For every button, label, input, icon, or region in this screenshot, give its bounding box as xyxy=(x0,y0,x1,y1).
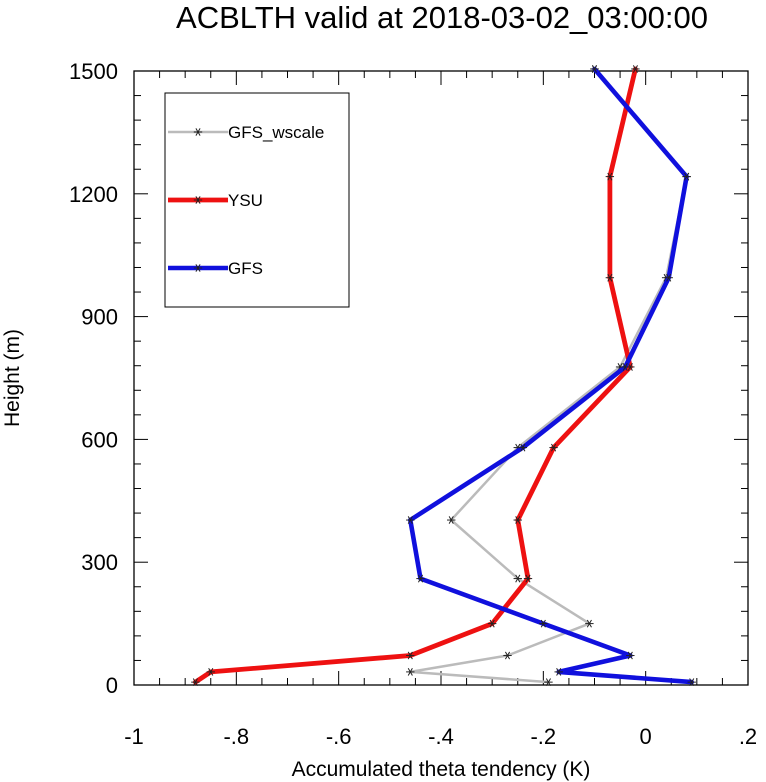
series-layer xyxy=(191,65,696,687)
marker-stroke xyxy=(632,65,638,73)
x-tick-label: -.8 xyxy=(223,724,249,749)
marker-stroke xyxy=(627,651,633,660)
marker-stroke xyxy=(607,172,613,181)
marker-stroke xyxy=(684,172,690,181)
data-point xyxy=(513,574,522,583)
marker-stroke xyxy=(515,574,521,583)
data-point xyxy=(487,619,497,628)
data-point xyxy=(206,668,215,676)
marker-stroke xyxy=(591,65,598,73)
data-point xyxy=(539,619,548,628)
marker-stroke xyxy=(540,619,546,628)
data-point xyxy=(590,65,599,73)
x-axis-label: Accumulated theta tendency (K) xyxy=(292,758,591,781)
marker-stroke xyxy=(208,668,214,676)
x-tick-label: .2 xyxy=(739,724,757,749)
axis-ticks: -1 -.8 -.6 -.4 -.2 0 .2 0 300 600 900 1200 1500 xyxy=(69,59,757,749)
data-point xyxy=(406,668,415,676)
data-point xyxy=(416,574,425,583)
y-tick-label: 0 xyxy=(106,673,118,698)
marker-stroke xyxy=(556,668,562,676)
legend-item-ysu: YSU xyxy=(168,191,263,210)
data-point xyxy=(549,443,558,452)
legend-item-gfs: GFS xyxy=(168,259,263,278)
data-point xyxy=(605,172,615,181)
data-point xyxy=(503,651,512,660)
data-point xyxy=(682,172,691,181)
x-tick-label: 0 xyxy=(640,724,652,749)
marker-stroke xyxy=(489,619,495,628)
legend-label: GFS_wscale xyxy=(228,123,324,142)
y-tick-label: 1500 xyxy=(69,59,118,84)
series-gfs xyxy=(406,65,696,687)
marker-stroke xyxy=(520,443,526,452)
series-ysu xyxy=(191,65,640,687)
x-tick-label: -.4 xyxy=(428,724,454,749)
data-point xyxy=(191,678,200,687)
data-point xyxy=(523,574,533,583)
legend-label: YSU xyxy=(228,191,263,210)
y-tick-label: 900 xyxy=(81,305,118,330)
series-gfs-wscale xyxy=(406,65,691,687)
data-point xyxy=(518,443,528,452)
data-point xyxy=(406,516,415,524)
data-point xyxy=(544,678,553,687)
marker-stroke xyxy=(607,273,613,282)
data-point xyxy=(626,651,635,660)
data-point xyxy=(554,668,563,676)
y-tick-label: 600 xyxy=(81,427,118,452)
marker-stroke xyxy=(195,128,201,136)
marker-stroke xyxy=(407,516,413,524)
x-tick-label: -.6 xyxy=(326,724,352,749)
legend-item-gfs-wscale: GFS_wscale xyxy=(168,123,324,142)
marker-stroke xyxy=(504,651,511,660)
marker-stroke xyxy=(666,273,672,282)
marker-stroke xyxy=(551,443,557,452)
data-point xyxy=(513,516,522,524)
marker-stroke xyxy=(192,678,198,687)
data-point xyxy=(621,363,630,371)
marker-stroke xyxy=(515,516,521,524)
legend-label: GFS xyxy=(228,259,263,278)
marker-stroke xyxy=(627,363,633,371)
marker-stroke xyxy=(622,363,628,371)
x-tick-label: -1 xyxy=(124,724,144,749)
marker-stroke xyxy=(195,264,201,272)
data-point xyxy=(631,65,640,73)
marker-stroke xyxy=(545,678,551,687)
x-tick-label: -.2 xyxy=(530,724,556,749)
y-tick-label: 300 xyxy=(81,550,118,575)
marker-stroke xyxy=(195,196,201,204)
marker-stroke xyxy=(448,516,454,524)
marker-stroke xyxy=(407,668,413,676)
chart-title: ACBLTH valid at 2018-03-02_03:00:00 xyxy=(176,0,708,35)
marker-stroke xyxy=(689,678,695,687)
y-axis-label: Height (m) xyxy=(1,329,24,427)
data-point xyxy=(447,516,456,524)
data-point xyxy=(664,273,673,282)
data-point xyxy=(585,619,594,628)
data-point xyxy=(687,678,696,687)
legend-marker xyxy=(193,196,203,204)
marker-stroke xyxy=(586,619,592,628)
legend: GFS_wscale YSU GFS xyxy=(164,92,350,308)
legend-marker xyxy=(193,264,203,272)
series-line-gfs xyxy=(407,66,695,685)
y-tick-label: 1200 xyxy=(69,182,118,207)
data-point xyxy=(406,651,415,660)
marker-stroke xyxy=(418,574,424,583)
marker-stroke xyxy=(407,651,413,660)
marker-stroke xyxy=(525,574,531,583)
legend-marker xyxy=(193,128,203,136)
data-point xyxy=(605,273,615,282)
